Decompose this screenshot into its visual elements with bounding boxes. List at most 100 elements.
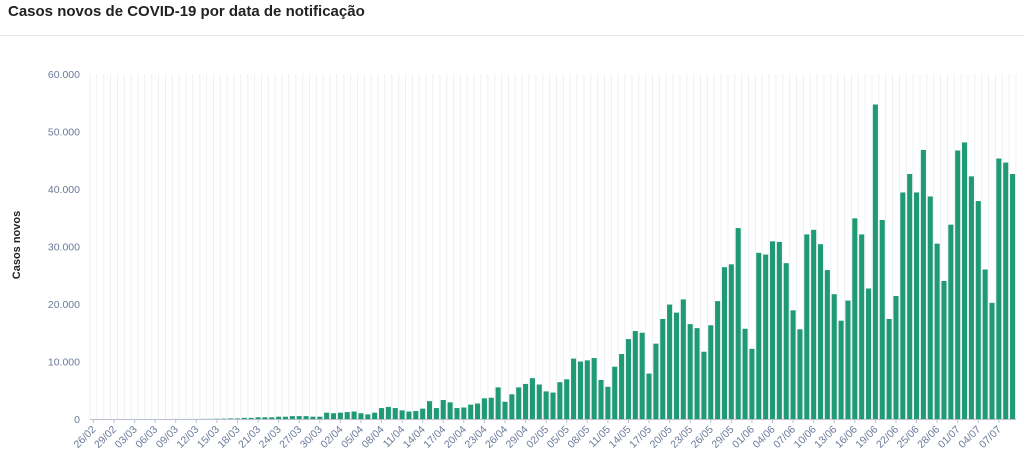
x-tick-label: 06/03 <box>133 424 160 451</box>
y-tick-label: 10.000 <box>48 357 80 369</box>
bar <box>289 416 295 420</box>
x-tick-label: 15/03 <box>195 424 222 451</box>
x-tick-label: 26/02 <box>71 424 98 451</box>
bar <box>646 373 652 419</box>
x-axis-ticks: 26/0229/0203/0306/0309/0312/0315/0318/03… <box>71 419 1004 451</box>
x-tick-label: 07/06 <box>771 424 798 451</box>
bar <box>433 408 439 419</box>
bar <box>461 407 467 419</box>
bar <box>1010 174 1016 419</box>
bar <box>317 416 323 419</box>
bar <box>879 220 885 419</box>
x-tick-label: 23/04 <box>462 424 489 451</box>
bar <box>948 224 954 419</box>
bar <box>962 142 968 419</box>
bar <box>509 394 515 419</box>
bar <box>680 299 686 419</box>
bar <box>523 383 529 419</box>
bar <box>468 404 474 420</box>
bar <box>763 254 769 419</box>
grid-lines <box>89 74 1017 420</box>
bar <box>502 401 508 419</box>
x-tick-label: 28/06 <box>915 424 942 451</box>
bar <box>667 304 673 419</box>
bar <box>872 104 878 419</box>
bar <box>241 417 247 419</box>
bar <box>742 328 748 419</box>
y-tick-label: 40.000 <box>48 184 80 196</box>
bar <box>399 410 405 420</box>
bar <box>790 310 796 419</box>
bar <box>728 264 734 419</box>
bar <box>852 218 858 419</box>
x-tick-label: 01/07 <box>936 424 963 451</box>
x-tick-label: 17/05 <box>627 424 654 451</box>
bar <box>975 201 981 419</box>
bar <box>865 288 872 419</box>
bar <box>612 366 618 419</box>
bar <box>303 416 309 420</box>
x-tick-label: 18/03 <box>216 424 243 451</box>
x-tick-label: 26/04 <box>483 424 510 451</box>
y-tick-label: 30.000 <box>48 242 80 254</box>
y-tick-label: 50.000 <box>48 127 80 139</box>
bar <box>516 387 522 420</box>
bar <box>475 403 481 419</box>
bar <box>378 408 385 419</box>
x-tick-label: 01/06 <box>730 424 757 451</box>
bar <box>804 234 810 419</box>
bar <box>619 354 625 419</box>
x-tick-label: 26/05 <box>689 424 716 451</box>
bar <box>632 331 638 419</box>
bar <box>968 176 974 419</box>
x-tick-label: 04/07 <box>956 424 983 451</box>
bar <box>536 384 542 419</box>
bar <box>625 339 631 419</box>
bar <box>276 416 282 419</box>
bar <box>262 417 268 419</box>
bar <box>653 343 659 419</box>
bar <box>440 400 446 419</box>
bar <box>893 295 899 419</box>
bar <box>420 408 426 419</box>
bar <box>708 325 714 419</box>
x-tick-label: 03/03 <box>113 424 140 451</box>
bar <box>255 417 261 419</box>
x-tick-label: 08/04 <box>360 424 387 451</box>
x-tick-label: 29/04 <box>504 424 531 451</box>
bar <box>481 398 487 419</box>
bar <box>248 417 254 419</box>
bar <box>605 386 611 419</box>
bar <box>584 360 590 419</box>
bar <box>591 358 597 419</box>
bar <box>817 244 824 419</box>
bar <box>385 406 391 419</box>
bar <box>330 413 337 419</box>
x-tick-label: 20/04 <box>442 424 469 451</box>
x-tick-label: 02/04 <box>318 424 345 451</box>
y-tick-label: 20.000 <box>48 299 80 311</box>
bar <box>358 413 364 419</box>
x-tick-label: 29/02 <box>92 424 119 451</box>
x-tick-label: 05/04 <box>339 424 366 451</box>
bar <box>886 318 892 419</box>
bar <box>571 358 577 420</box>
x-tick-label: 25/06 <box>895 424 922 451</box>
bar <box>715 301 721 420</box>
x-tick-label: 20/05 <box>648 424 675 451</box>
bar <box>577 361 583 419</box>
y-axis-ticks: 0 10.000 20.000 30.000 40.000 50.000 60.000 <box>48 69 80 426</box>
bar <box>365 414 371 419</box>
bar <box>351 411 357 419</box>
bar <box>721 267 728 419</box>
bar <box>550 392 556 419</box>
bar <box>543 391 549 419</box>
bar <box>372 412 378 419</box>
bar <box>228 418 234 419</box>
bar <box>234 418 241 419</box>
x-tick-label: 16/06 <box>833 424 860 451</box>
bar <box>838 320 844 419</box>
x-tick-label: 09/03 <box>154 424 181 451</box>
x-tick-label: 14/05 <box>607 424 634 451</box>
bar <box>831 294 837 419</box>
